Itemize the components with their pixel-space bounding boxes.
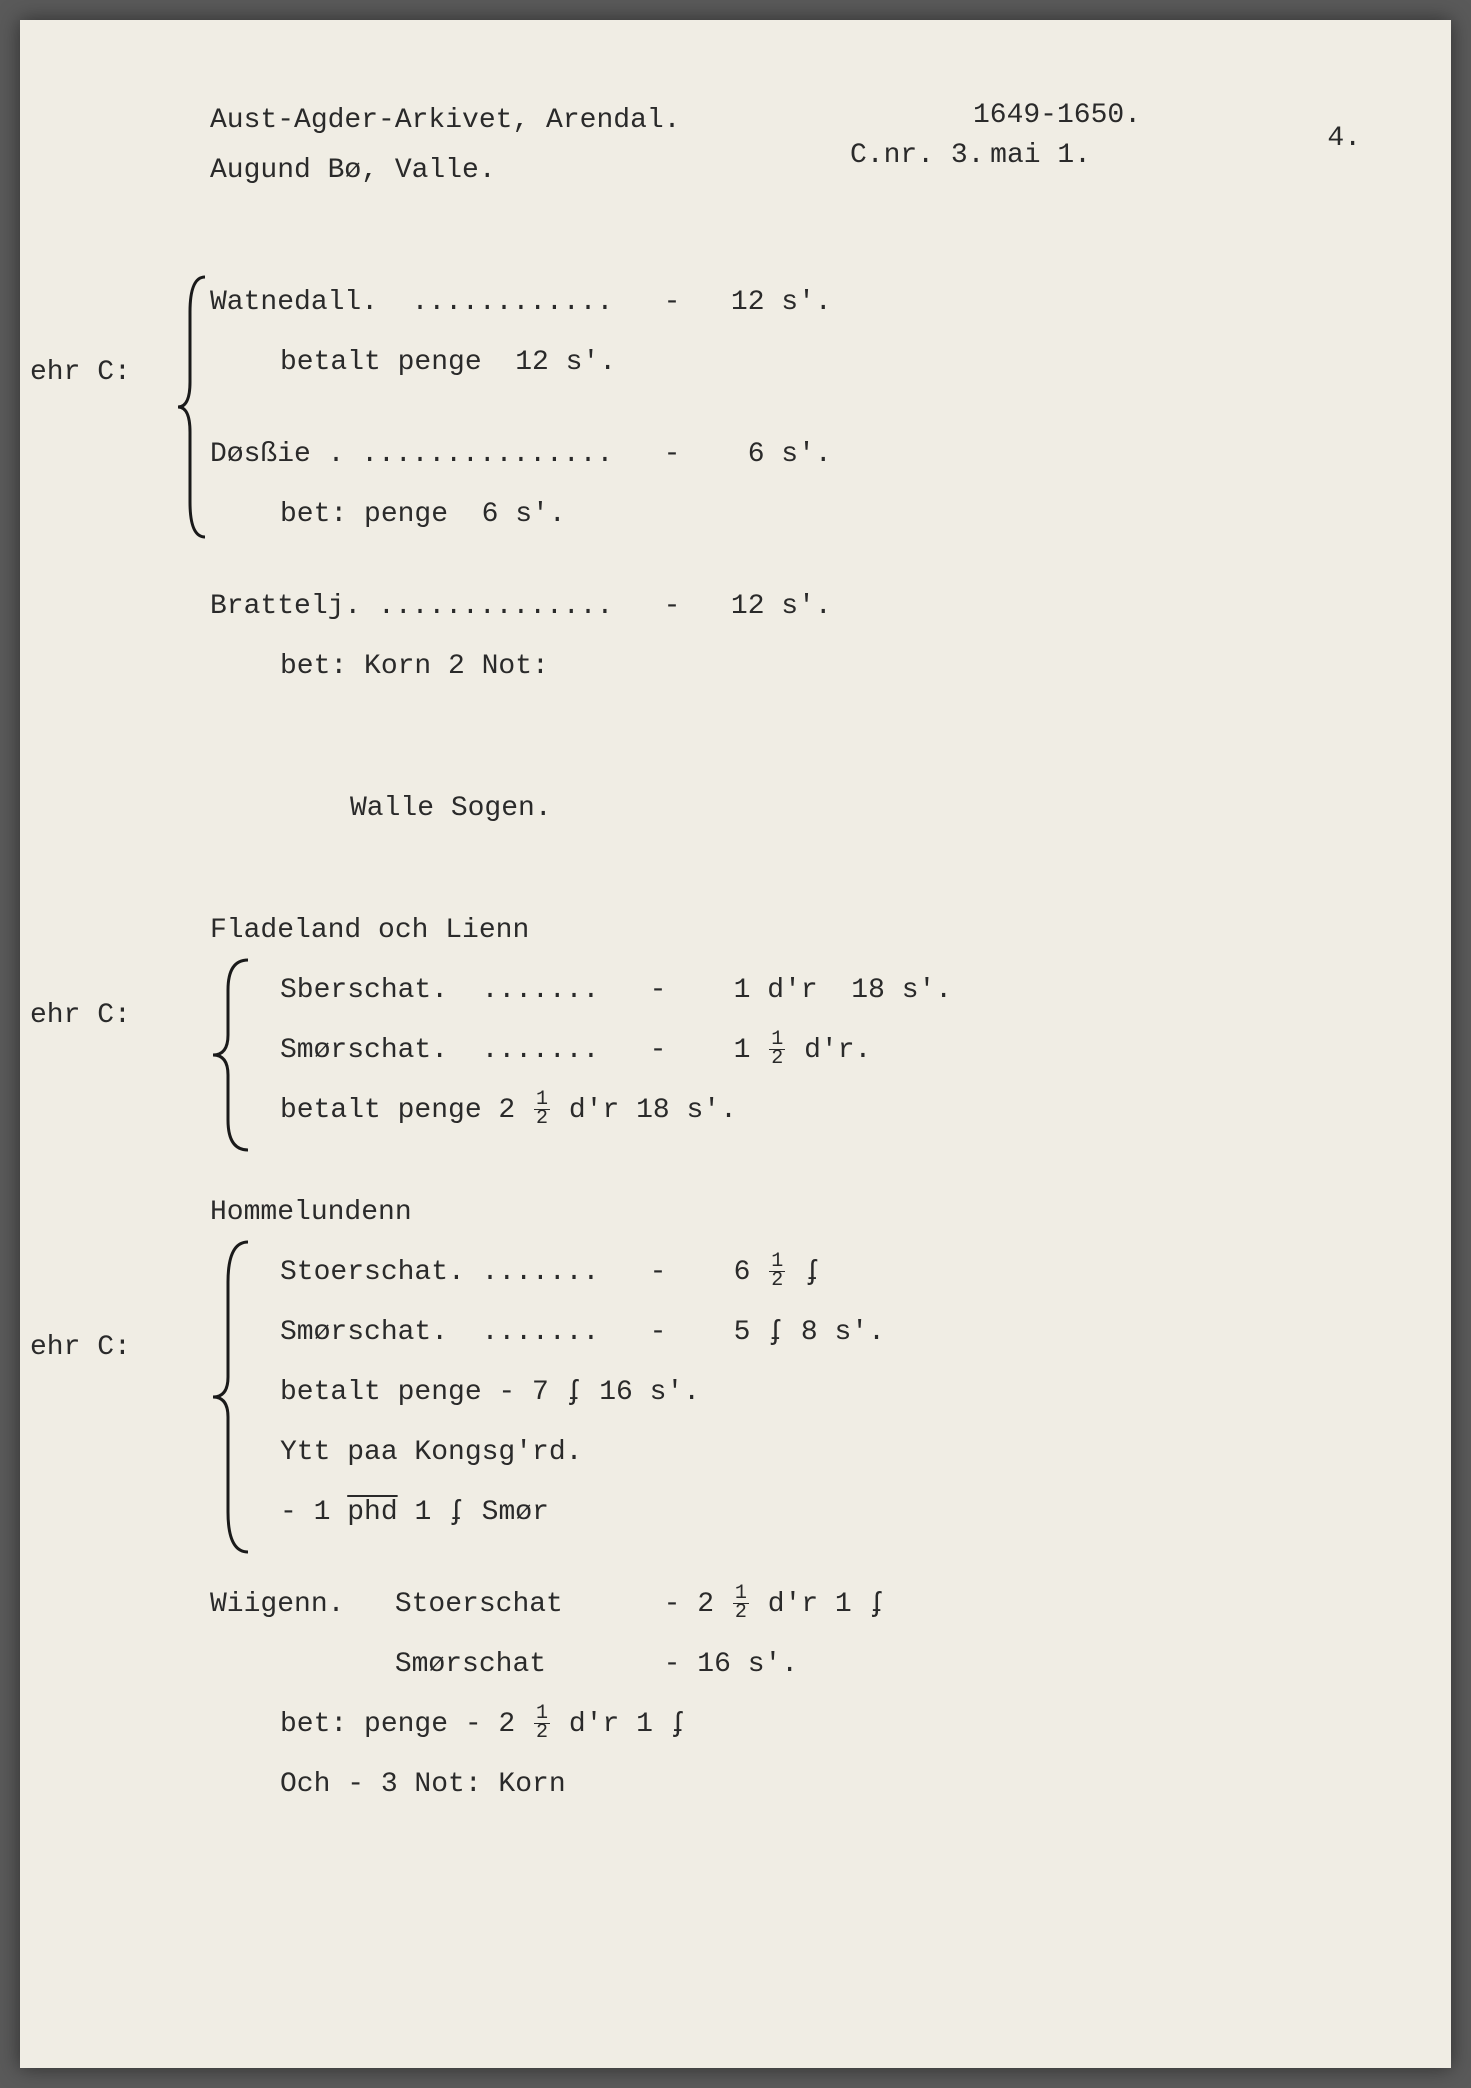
entry-smor: - 1 phd 1 ʄ Smør: [280, 1492, 1391, 1534]
year-range: 1649-1650.: [973, 95, 1141, 137]
entry-wiigenn-och: Och - 3 Not: Korn: [280, 1764, 1391, 1806]
entry-wiigenn-paid: bet: penge - 2 12 d'r 1 ʄ: [280, 1704, 1391, 1746]
entry-group-fladeland: Fladeland och Lienn ehr C: Sberschat. ..…: [80, 910, 1391, 1132]
fraction-half: 12: [769, 1031, 785, 1068]
entry-group-wiigenn: Wiigenn. Stoerschat - 2 12 d'r 1 ʄ Smørs…: [80, 1584, 1391, 1806]
fraction-half: 12: [534, 1705, 550, 1742]
section-title: Walle Sogen.: [350, 788, 1391, 830]
entry-group-1: ehr C: Watnedall. ............ - 12 s'. …: [80, 282, 1391, 688]
entry-smorschat-h: Smørschat. ....... - 5 ʄ 8 s'.: [280, 1312, 1391, 1354]
entry-dosbie-paid: bet: penge 6 s'.: [280, 494, 1391, 536]
c-number: C.nr. 3.: [850, 135, 984, 177]
entry-brattelj-paid: bet: Korn 2 Not:: [280, 646, 1391, 688]
entry-stoerschat: Stoerschat. ....... - 6 12 ʄ: [280, 1252, 1391, 1294]
date: mai 1.: [990, 135, 1091, 177]
phd-overline: phd: [347, 1497, 397, 1528]
ehr-label: ehr C:: [30, 352, 131, 394]
entry-wiigenn-stoer: Wiigenn. Stoerschat - 2 12 d'r 1 ʄ: [210, 1584, 1391, 1626]
brace-icon: [175, 272, 215, 542]
entry-brattelj: Brattelj. .............. - 12 s'.: [210, 586, 1391, 628]
entry-dosbie: Døsßie . ............... - 6 s'.: [210, 434, 1391, 476]
entry-sberschat: Sberschat. ....... - 1 d'r 18 s'.: [280, 970, 1391, 1012]
brace-icon: [210, 955, 260, 1155]
entry-fladeland-paid: betalt penge 2 12 d'r 18 s'.: [280, 1090, 1391, 1132]
fraction-half: 12: [769, 1253, 785, 1290]
ehr-label: ehr C:: [30, 1327, 131, 1369]
page-number: 4.: [1327, 118, 1361, 160]
entry-watnedall: Watnedall. ............ - 12 s'.: [210, 282, 1391, 324]
entry-hommel-paid: betalt penge - 7 ʄ 16 s'.: [280, 1372, 1391, 1414]
entry-group-hommelundenn: Hommelundenn ehr C: Stoerschat. ....... …: [80, 1192, 1391, 1534]
document-header: Aust-Agder-Arkivet, Arendal. Augund Bø, …: [210, 100, 1391, 192]
ehr-label: ehr C:: [30, 995, 131, 1037]
fraction-half: 12: [733, 1585, 749, 1622]
person-name: Augund Bø, Valle.: [210, 150, 1391, 192]
page-content: Aust-Agder-Arkivet, Arendal. Augund Bø, …: [80, 100, 1391, 1846]
heading-fladeland: Fladeland och Lienn: [210, 910, 1391, 952]
entry-smorschat: Smørschat. ....... - 1 12 d'r.: [280, 1030, 1391, 1072]
brace-icon: [210, 1237, 260, 1557]
fraction-half: 12: [534, 1091, 550, 1128]
archive-name: Aust-Agder-Arkivet, Arendal.: [210, 100, 1391, 142]
document-page: Aust-Agder-Arkivet, Arendal. Augund Bø, …: [20, 20, 1451, 2068]
entry-ytt: Ytt paa Kongsg'rd.: [280, 1432, 1391, 1474]
entry-watnedall-paid: betalt penge 12 s'.: [280, 342, 1391, 384]
heading-hommelundenn: Hommelundenn: [210, 1192, 1391, 1234]
entry-wiigenn-smor: Smørschat - 16 s'.: [210, 1644, 1391, 1686]
